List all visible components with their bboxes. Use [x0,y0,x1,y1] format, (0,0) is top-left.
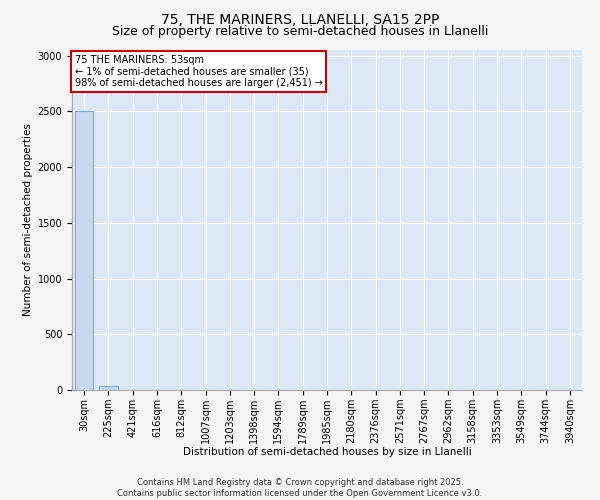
Text: 75, THE MARINERS, LLANELLI, SA15 2PP: 75, THE MARINERS, LLANELLI, SA15 2PP [161,12,439,26]
Bar [100,386,118,390]
Text: Size of property relative to semi-detached houses in Llanelli: Size of property relative to semi-detach… [112,25,488,38]
Y-axis label: Number of semi-detached properties: Number of semi-detached properties [23,124,34,316]
Text: 75 THE MARINERS: 53sqm
← 1% of semi-detached houses are smaller (35)
98% of semi: 75 THE MARINERS: 53sqm ← 1% of semi-deta… [74,55,322,88]
Text: Contains HM Land Registry data © Crown copyright and database right 2025.
Contai: Contains HM Land Registry data © Crown c… [118,478,482,498]
X-axis label: Distribution of semi-detached houses by size in Llanelli: Distribution of semi-detached houses by … [182,448,472,458]
Bar [75,112,93,390]
